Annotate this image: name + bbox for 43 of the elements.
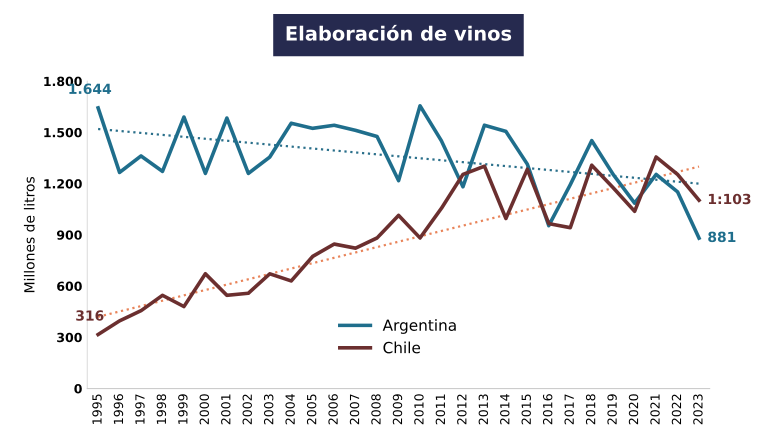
chart-title: Elaboración de vinos bbox=[286, 24, 512, 41]
x-tick-label: 2021 bbox=[650, 394, 660, 424]
x-tick-label: 1999 bbox=[178, 394, 188, 424]
x-tick-label: 2004 bbox=[285, 394, 295, 424]
y-tick-label: 900 bbox=[56, 230, 82, 240]
x-tick-label: 2019 bbox=[607, 394, 617, 424]
y-tick-label: 0 bbox=[74, 384, 82, 394]
x-tick-label: 2006 bbox=[328, 394, 338, 424]
x-tick-label: 1997 bbox=[135, 394, 145, 424]
annotation: 316 bbox=[76, 310, 104, 321]
x-tick-label: 2015 bbox=[522, 394, 531, 424]
x-tick-label: 2013 bbox=[478, 394, 488, 424]
x-tick-label: 2014 bbox=[500, 394, 510, 424]
x-tick-label: 2010 bbox=[414, 394, 424, 424]
x-tick-label: 2022 bbox=[672, 394, 682, 424]
x-tick-label: 2008 bbox=[371, 394, 381, 424]
x-tick-label: 1996 bbox=[114, 394, 124, 424]
x-tick-label: 2000 bbox=[200, 394, 210, 424]
x-tick-label: 2023 bbox=[693, 394, 703, 424]
x-tick-label: 2002 bbox=[242, 394, 252, 424]
line-series bbox=[96, 104, 701, 240]
x-tick-label: 2018 bbox=[586, 394, 596, 424]
y-tick-label: 1.500 bbox=[44, 128, 82, 138]
x-tick-label: 2009 bbox=[392, 394, 402, 424]
y-tick-label: 600 bbox=[57, 282, 82, 292]
x-tick-label: 1998 bbox=[156, 394, 166, 424]
x-tick-label: 2011 bbox=[436, 394, 446, 424]
x-tick-label: 2007 bbox=[350, 394, 360, 424]
x-tick-label: 2020 bbox=[628, 394, 638, 424]
annotation: 1:103 bbox=[708, 194, 750, 204]
x-tick-label: 2005 bbox=[306, 394, 316, 424]
x-tick-label: 2001 bbox=[221, 394, 231, 424]
x-tick-label: 2016 bbox=[542, 394, 552, 424]
x-tick-label: 2017 bbox=[564, 394, 574, 424]
x-tick-label: 2003 bbox=[264, 394, 274, 424]
y-tick-label: 1.200 bbox=[44, 179, 82, 189]
x-tick-label: 2012 bbox=[457, 394, 467, 424]
x-tick-label: 1995 bbox=[92, 394, 102, 424]
legend-label: Chile bbox=[383, 342, 420, 354]
legend-label: Argentina bbox=[382, 319, 456, 334]
annotation: 881 bbox=[708, 232, 736, 242]
y-tick-label: 300 bbox=[57, 332, 82, 342]
y-axis-title: Millones de litros bbox=[24, 176, 35, 292]
